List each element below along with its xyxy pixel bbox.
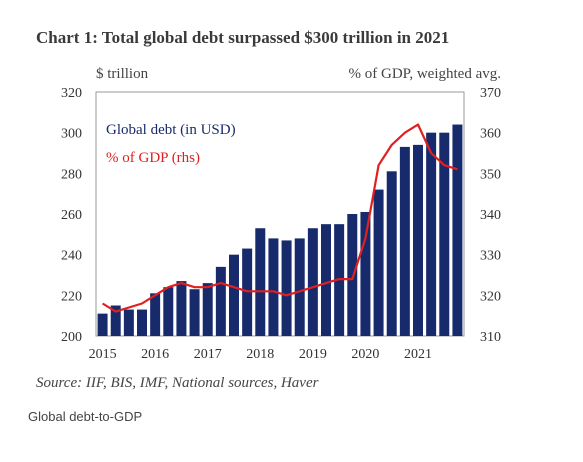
debt-bar — [255, 228, 266, 336]
debt-bar — [176, 281, 187, 336]
right-tick-label: 320 — [480, 289, 501, 304]
left-tick-label: 220 — [61, 289, 82, 304]
debt-bar — [439, 132, 450, 336]
debt-bar — [452, 124, 463, 337]
x-tick-label: 2021 — [404, 347, 432, 362]
right-tick-label: 340 — [480, 208, 501, 223]
right-tick-label: 330 — [480, 249, 501, 264]
debt-bar — [110, 305, 121, 336]
debt-bar — [268, 238, 279, 336]
right-axis-unit: % of GDP, weighted avg. — [348, 66, 501, 82]
debt-bar — [137, 309, 147, 336]
left-axis-unit: $ trillion — [96, 66, 149, 82]
right-tick-label: 350 — [480, 167, 501, 182]
plot-frame — [95, 91, 465, 337]
debt-bar — [399, 146, 410, 336]
debt-bar — [202, 283, 213, 336]
x-tick-label: 2020 — [351, 347, 379, 362]
debt-bar — [229, 254, 239, 336]
x-tick-label: 2015 — [89, 347, 117, 362]
debt-bar — [281, 240, 292, 336]
x-tick-label: 2016 — [141, 347, 169, 362]
debt-bar — [386, 171, 397, 336]
debt-bar — [321, 224, 331, 336]
x-tick-label: 2019 — [299, 347, 327, 362]
gdp-ratio-line — [102, 123, 458, 313]
x-tick-label: 2017 — [194, 347, 222, 362]
left-tick-label: 240 — [61, 249, 82, 264]
left-tick-label: 200 — [61, 330, 82, 345]
debt-bar — [215, 266, 226, 336]
debt-bar — [150, 293, 161, 336]
debt-bar — [123, 309, 134, 336]
debt-bar — [294, 238, 305, 336]
debt-bar — [360, 211, 371, 336]
left-tick-label: 280 — [61, 167, 82, 182]
debt-bar — [413, 144, 423, 336]
debt-chart: 200 220 240 260 280 300 320 310 320 330 340 350 360 3… — [61, 86, 501, 362]
source-note: Source: IIF, BIS, IMF, National sources,… — [36, 375, 319, 391]
debt-bar — [347, 214, 358, 336]
debt-bar — [426, 132, 437, 336]
left-tick-label: 260 — [61, 208, 82, 223]
left-tick-label: 320 — [61, 86, 82, 101]
right-tick-label: 360 — [480, 127, 501, 142]
right-tick-label: 310 — [480, 330, 501, 345]
left-tick-label: 300 — [61, 127, 82, 142]
right-tick-label: 370 — [480, 86, 501, 101]
debt-bar — [163, 287, 174, 336]
x-tick-label: 2018 — [246, 347, 274, 362]
debt-bar — [97, 313, 108, 336]
debt-bar — [189, 289, 200, 336]
debt-bar — [307, 228, 318, 336]
image-caption: Global debt-to-GDP — [28, 409, 143, 424]
chart-title: Chart 1: Total global debt surpassed $30… — [36, 28, 450, 47]
debt-bar — [373, 189, 384, 336]
legend-debt: Global debt (in USD) — [106, 122, 236, 138]
legend-gdp-ratio: % of GDP (rhs) — [106, 150, 200, 166]
